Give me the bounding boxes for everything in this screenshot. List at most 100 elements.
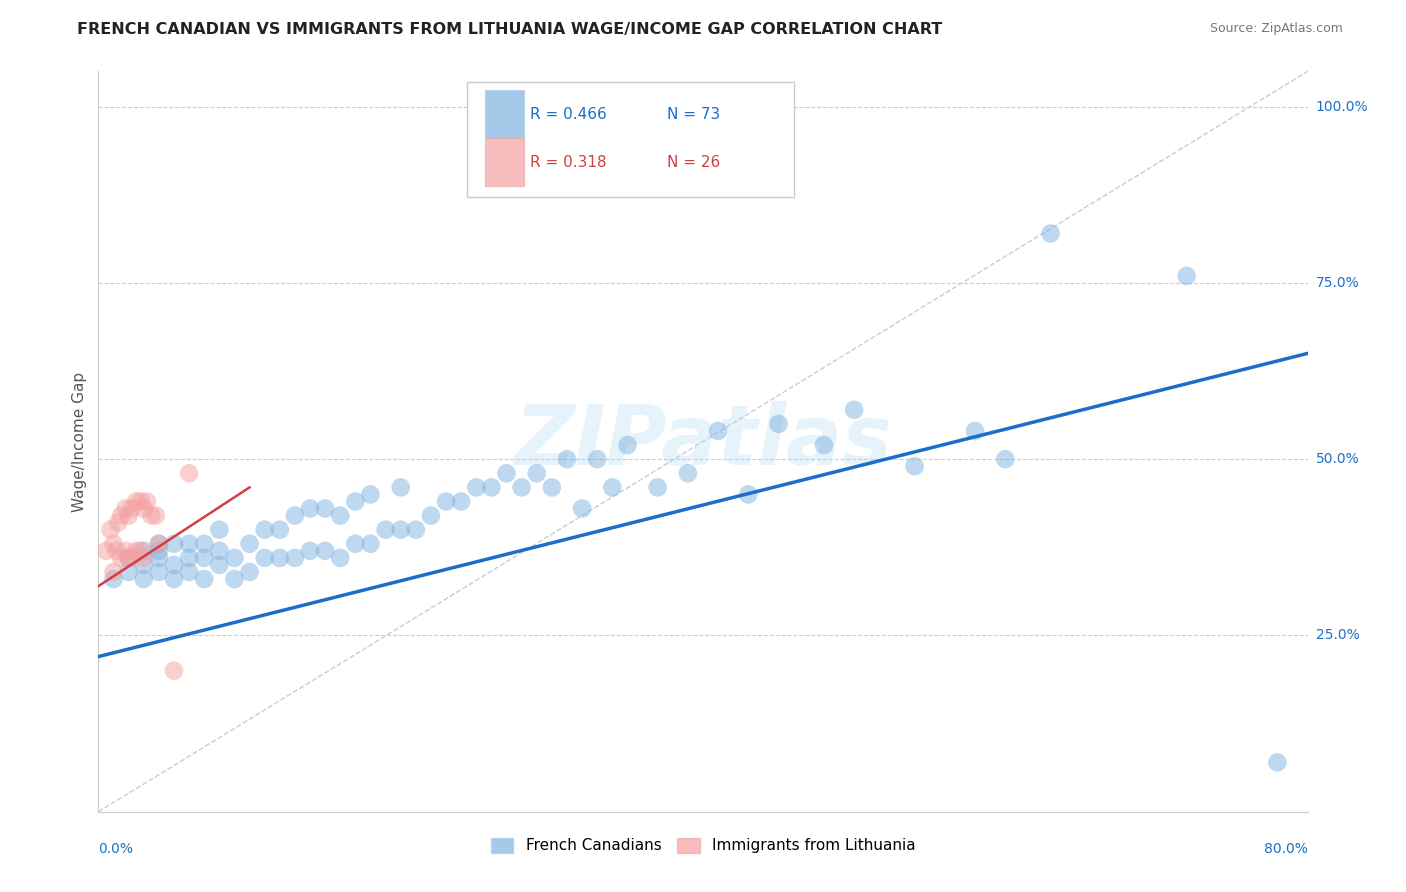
- Point: [389, 523, 412, 537]
- Point: [737, 487, 759, 501]
- Point: [179, 550, 201, 565]
- Point: [121, 501, 143, 516]
- Point: [374, 523, 396, 537]
- Text: FRENCH CANADIAN VS IMMIGRANTS FROM LITHUANIA WAGE/INCOME GAP CORRELATION CHART: FRENCH CANADIAN VS IMMIGRANTS FROM LITHU…: [77, 22, 942, 37]
- Point: [253, 550, 276, 565]
- Point: [269, 523, 291, 537]
- Point: [965, 424, 987, 438]
- Text: 75.0%: 75.0%: [1316, 276, 1360, 290]
- Text: 0.0%: 0.0%: [98, 842, 134, 856]
- Point: [125, 544, 148, 558]
- Point: [129, 494, 152, 508]
- Point: [94, 544, 117, 558]
- Point: [768, 417, 790, 431]
- Point: [434, 494, 457, 508]
- Point: [103, 572, 125, 586]
- Point: [208, 523, 231, 537]
- Point: [405, 523, 427, 537]
- Point: [163, 664, 186, 678]
- Point: [118, 550, 141, 565]
- Point: [141, 508, 163, 523]
- Point: [284, 508, 307, 523]
- Point: [602, 480, 624, 494]
- Point: [179, 537, 201, 551]
- Point: [299, 544, 322, 558]
- Text: 50.0%: 50.0%: [1316, 452, 1360, 467]
- Point: [707, 424, 730, 438]
- Point: [314, 544, 336, 558]
- Point: [103, 537, 125, 551]
- Point: [813, 438, 835, 452]
- Text: R = 0.318: R = 0.318: [530, 155, 607, 169]
- Point: [132, 544, 155, 558]
- Y-axis label: Wage/Income Gap: Wage/Income Gap: [72, 371, 87, 512]
- Point: [360, 537, 382, 551]
- Point: [510, 480, 533, 494]
- Point: [904, 459, 927, 474]
- Point: [110, 550, 132, 565]
- Point: [616, 438, 638, 452]
- Point: [284, 550, 307, 565]
- Point: [329, 550, 352, 565]
- Point: [193, 537, 215, 551]
- FancyBboxPatch shape: [485, 138, 524, 186]
- Point: [148, 544, 170, 558]
- Point: [163, 572, 186, 586]
- Point: [114, 501, 136, 516]
- Point: [125, 494, 148, 508]
- Point: [269, 550, 291, 565]
- Text: N = 73: N = 73: [666, 107, 720, 122]
- Point: [450, 494, 472, 508]
- Point: [132, 501, 155, 516]
- Point: [329, 508, 352, 523]
- Point: [118, 508, 141, 523]
- Point: [1175, 268, 1198, 283]
- Point: [495, 467, 517, 481]
- Point: [540, 480, 562, 494]
- Point: [193, 572, 215, 586]
- Point: [676, 467, 699, 481]
- Point: [647, 480, 669, 494]
- Point: [118, 565, 141, 579]
- Point: [145, 508, 167, 523]
- Point: [100, 523, 122, 537]
- Point: [114, 544, 136, 558]
- Point: [344, 537, 367, 551]
- FancyBboxPatch shape: [485, 90, 524, 138]
- FancyBboxPatch shape: [467, 82, 793, 197]
- Text: 100.0%: 100.0%: [1316, 100, 1368, 113]
- Point: [360, 487, 382, 501]
- Point: [105, 544, 128, 558]
- Point: [344, 494, 367, 508]
- Point: [208, 544, 231, 558]
- Point: [420, 508, 443, 523]
- Legend: French Canadians, Immigrants from Lithuania: French Canadians, Immigrants from Lithua…: [485, 831, 921, 860]
- Point: [148, 550, 170, 565]
- Point: [571, 501, 593, 516]
- Text: R = 0.466: R = 0.466: [530, 107, 607, 122]
- Point: [118, 550, 141, 565]
- Point: [526, 467, 548, 481]
- Point: [132, 550, 155, 565]
- Point: [314, 501, 336, 516]
- Point: [481, 480, 503, 494]
- Point: [389, 480, 412, 494]
- Point: [253, 523, 276, 537]
- Point: [107, 516, 129, 530]
- Point: [208, 558, 231, 572]
- Point: [555, 452, 578, 467]
- Point: [121, 550, 143, 565]
- Text: 25.0%: 25.0%: [1316, 629, 1360, 642]
- Point: [193, 550, 215, 565]
- Point: [224, 550, 246, 565]
- Point: [299, 501, 322, 516]
- Text: Source: ZipAtlas.com: Source: ZipAtlas.com: [1209, 22, 1343, 36]
- Point: [163, 537, 186, 551]
- Point: [224, 572, 246, 586]
- Text: 80.0%: 80.0%: [1264, 842, 1308, 856]
- Point: [179, 467, 201, 481]
- Point: [132, 572, 155, 586]
- Point: [110, 508, 132, 523]
- Point: [179, 565, 201, 579]
- Point: [135, 494, 157, 508]
